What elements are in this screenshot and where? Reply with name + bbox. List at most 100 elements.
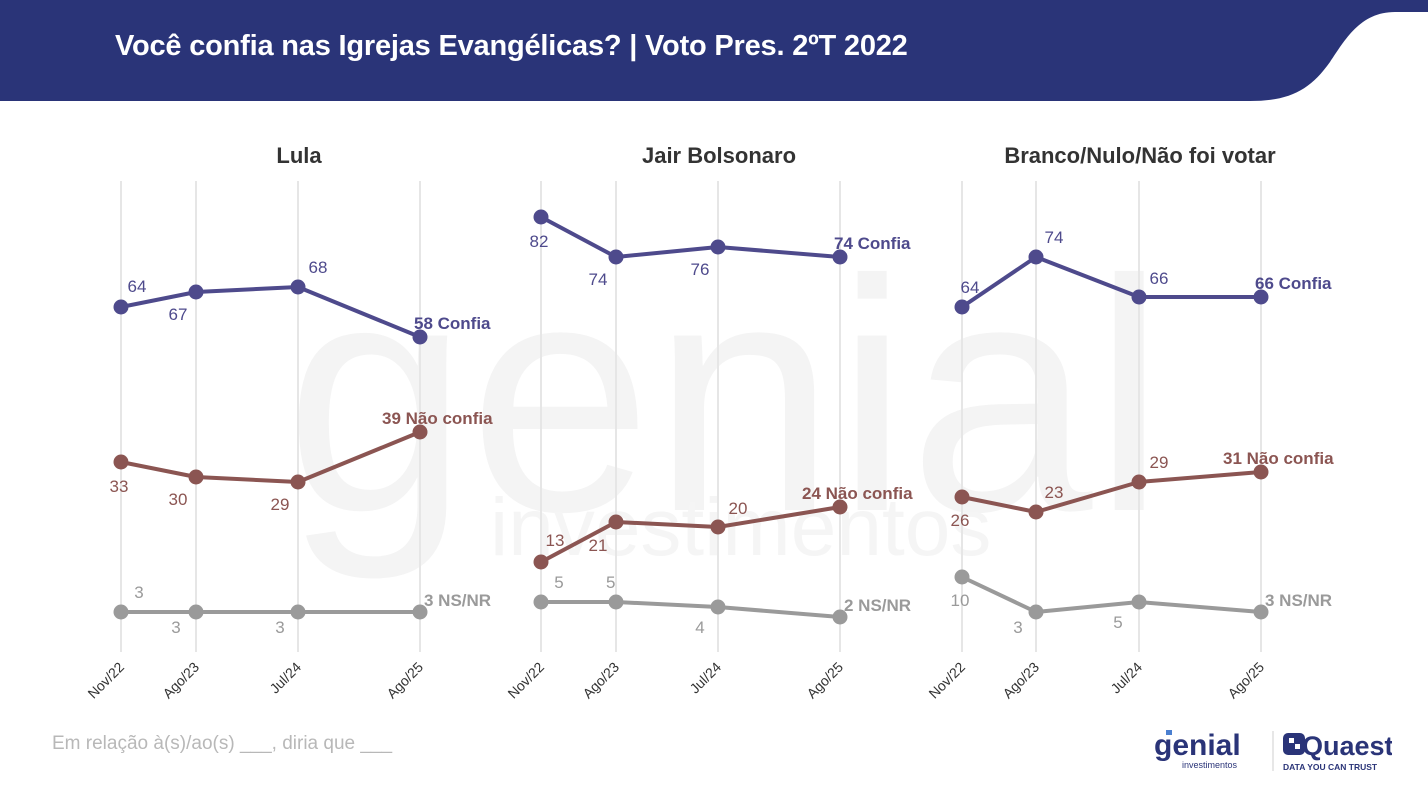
data-point-ns_nr — [412, 604, 428, 620]
series-line-nao_confia — [961, 470, 1262, 514]
x-tick-label: Ago/23 — [999, 659, 1042, 702]
data-point-nao_confia — [1253, 464, 1269, 480]
x-tick-label: Ago/23 — [159, 659, 202, 702]
data-label-confia: 74 — [1045, 228, 1064, 247]
x-tick-label: Ago/25 — [803, 659, 846, 702]
end-label-ns_nr: 3 NS/NR — [424, 591, 491, 610]
data-label-confia: 68 — [309, 258, 328, 277]
genial-logo-sub: investimentos — [1182, 760, 1238, 770]
data-point-ns_nr — [113, 604, 129, 620]
end-label-ns_nr: 2 NS/NR — [844, 596, 911, 615]
watermark-sub: investimentos — [490, 482, 991, 573]
x-tick-label: Nov/22 — [504, 659, 547, 702]
page-title: Você confia nas Igrejas Evangélicas? | V… — [115, 30, 908, 62]
data-label-ns_nr: 3 — [1013, 618, 1022, 637]
footnote: Em relação à(s)/ao(s) ___, diria que ___ — [52, 733, 393, 754]
genial-logo: genial investimentos — [1154, 729, 1241, 770]
data-label-nao_confia: 23 — [1045, 483, 1064, 502]
x-tick-label: Ago/25 — [383, 659, 426, 702]
data-label-nao_confia: 33 — [110, 477, 129, 496]
data-point-confia — [412, 329, 428, 345]
panel-title: Jair Bolsonaro — [642, 143, 796, 168]
data-point-ns_nr — [832, 609, 848, 625]
series-line-confia — [540, 215, 841, 259]
series-line-nao_confia — [120, 430, 421, 484]
data-point-nao_confia — [412, 424, 428, 440]
end-label-nao_confia: 39 Não confia — [382, 409, 493, 428]
end-label-confia: 66 Confia — [1255, 274, 1332, 293]
data-label-confia: 64 — [128, 277, 147, 296]
data-label-nao_confia: 26 — [951, 511, 970, 530]
data-label-ns_nr: 3 — [134, 583, 143, 602]
data-point-nao_confia — [533, 554, 549, 570]
panel-title: Lula — [276, 143, 322, 168]
data-label-ns_nr: 5 — [606, 573, 615, 592]
end-label-nao_confia: 24 Não confia — [802, 484, 913, 503]
x-tick-label: Jul/24 — [686, 659, 724, 697]
data-label-confia: 82 — [530, 232, 549, 251]
data-point-ns_nr — [1131, 594, 1147, 610]
end-label-confia: 58 Confia — [414, 314, 491, 333]
data-label-confia: 64 — [961, 278, 980, 297]
data-label-confia: 76 — [691, 260, 710, 279]
data-point-ns_nr — [1253, 604, 1269, 620]
series-line-nao_confia — [540, 505, 841, 564]
data-label-nao_confia: 30 — [169, 490, 188, 509]
data-label-nao_confia: 29 — [271, 495, 290, 514]
data-point-nao_confia — [1028, 504, 1044, 520]
data-point-confia — [1253, 289, 1269, 305]
data-point-ns_nr — [954, 569, 970, 585]
data-point-confia — [1028, 249, 1044, 265]
data-label-confia: 74 — [589, 270, 608, 289]
logos: genial investimentos Quaest DATA YOU CAN… — [1154, 729, 1392, 772]
header-shape — [0, 0, 1428, 101]
data-point-confia — [113, 299, 129, 315]
genial-logo-text: genial — [1154, 729, 1241, 762]
data-point-nao_confia — [113, 454, 129, 470]
data-point-confia — [188, 284, 204, 300]
series-line-confia — [960, 255, 1261, 309]
data-point-confia — [1131, 289, 1147, 305]
quaest-logo: Quaest DATA YOU CAN TRUST — [1283, 731, 1392, 772]
series-line-ns_nr — [961, 575, 1262, 614]
data-label-confia: 67 — [169, 305, 188, 324]
data-point-confia — [710, 239, 726, 255]
data-label-ns_nr: 5 — [1113, 613, 1122, 632]
x-tick-label: Jul/24 — [266, 659, 304, 697]
data-label-ns_nr: 10 — [951, 591, 970, 610]
data-point-nao_confia — [290, 474, 306, 490]
data-label-nao_confia: 13 — [546, 531, 565, 550]
series-line-ns_nr — [541, 600, 841, 619]
header-band: Você confia nas Igrejas Evangélicas? | V… — [0, 0, 1428, 101]
chart-panel-1: Lula Nov/22 Ago/23 Jul/24 Ago/25 64 67 68 58 Con… — [84, 143, 493, 701]
data-point-confia — [954, 299, 970, 315]
data-label-ns_nr: 3 — [171, 618, 180, 637]
end-label-confia: 74 Confia — [834, 234, 911, 253]
x-tick-label: Jul/24 — [1107, 659, 1145, 697]
data-point-ns_nr — [608, 594, 624, 610]
chart-panel-3: Branco/Nulo/Não foi votar Nov/22 Ago/23 Jul… — [925, 143, 1334, 701]
x-tick-label: Ago/23 — [579, 659, 622, 702]
data-point-nao_confia — [710, 519, 726, 535]
panel-title: Branco/Nulo/Não foi votar — [1004, 143, 1276, 168]
data-point-confia — [832, 249, 848, 265]
data-point-confia — [290, 279, 306, 295]
data-label-nao_confia: 21 — [589, 536, 608, 555]
data-point-confia — [533, 209, 549, 225]
x-tick-label: Nov/22 — [84, 659, 127, 702]
series-line-confia — [120, 285, 421, 339]
data-point-nao_confia — [832, 499, 848, 515]
data-point-nao_confia — [188, 469, 204, 485]
quaest-logo-mark — [1283, 733, 1305, 755]
data-label-ns_nr: 3 — [275, 618, 284, 637]
data-point-confia — [608, 249, 624, 265]
quaest-logo-text: Quaest — [1302, 731, 1392, 761]
data-label-nao_confia: 29 — [1150, 453, 1169, 472]
data-label-ns_nr: 4 — [695, 618, 704, 637]
data-point-ns_nr — [188, 604, 204, 620]
x-tick-label: Nov/22 — [925, 659, 968, 702]
data-point-nao_confia — [608, 514, 624, 530]
end-label-ns_nr: 3 NS/NR — [1265, 591, 1332, 610]
chart-panel-2: Jair Bolsonaro Nov/22 Ago/23 Jul/24 Ago/25 82… — [504, 143, 913, 701]
